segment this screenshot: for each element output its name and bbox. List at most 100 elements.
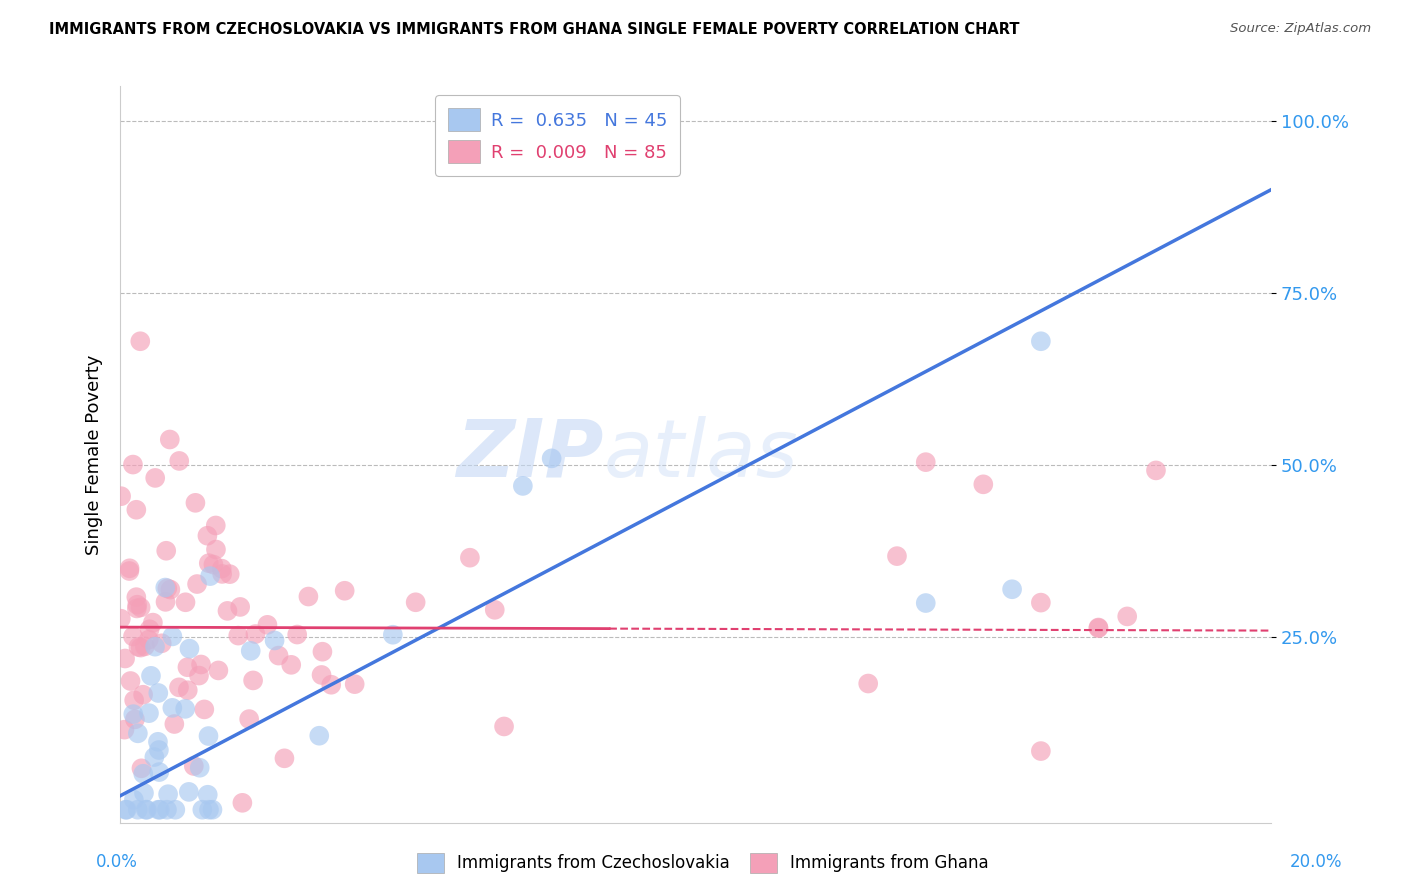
Point [218,567,240,582]
Point [193,702,215,716]
Point [127,803,149,817]
Point [114,803,136,817]
Point [540,451,562,466]
Point [174,595,197,609]
Point [132,766,155,780]
Point [198,803,221,817]
Text: 20.0%: 20.0% [1291,853,1343,871]
Point [333,583,356,598]
Point [256,617,278,632]
Point [211,561,233,575]
Point [1029,596,1052,610]
Point [311,668,333,682]
Point [167,681,190,695]
Point [162,701,184,715]
Point [191,803,214,817]
Point [162,629,184,643]
Point [1029,334,1052,349]
Point [131,761,153,775]
Point [118,564,141,578]
Point [155,595,177,609]
Point [157,787,180,801]
Point [190,657,212,672]
Point [138,622,160,636]
Point [512,479,534,493]
Point [120,673,142,688]
Point [176,660,198,674]
Point [186,577,208,591]
Point [229,599,252,614]
Text: Source: ZipAtlas.com: Source: ZipAtlas.com [1230,22,1371,36]
Point [114,651,136,665]
Point [405,595,427,609]
Point [484,603,506,617]
Point [1087,621,1109,635]
Point [226,629,249,643]
Point [211,566,233,581]
Point [197,556,219,570]
Point [156,582,179,596]
Point [127,726,149,740]
Point [122,629,145,643]
Text: IMMIGRANTS FROM CZECHOSLOVAKIA VS IMMIGRANTS FROM GHANA SINGLE FEMALE POVERTY CO: IMMIGRANTS FROM CZECHOSLOVAKIA VS IMMIGR… [49,22,1019,37]
Point [125,590,148,604]
Point [239,644,262,658]
Point [110,612,132,626]
Point [143,750,166,764]
Point [165,803,187,817]
Point [135,803,157,817]
Point [1001,582,1024,597]
Point [972,477,994,491]
Point [381,628,404,642]
Point [129,334,152,349]
Point [127,598,149,612]
Point [110,489,132,503]
Point [114,723,136,737]
Text: ZIP: ZIP [456,416,603,494]
Point [129,600,152,615]
Point [127,640,149,654]
Point [263,633,285,648]
Point [125,502,148,516]
Legend: R =  0.635   N = 45, R =  0.009   N = 85: R = 0.635 N = 45, R = 0.009 N = 85 [434,95,681,176]
Point [245,627,267,641]
Point [124,712,146,726]
Point [142,615,165,630]
Point [174,702,197,716]
Point [204,518,226,533]
Point [914,455,936,469]
Point [155,543,177,558]
Point [150,636,173,650]
Point [139,669,162,683]
Point [134,640,156,654]
Point [197,529,219,543]
Point [1087,620,1109,634]
Text: 0.0%: 0.0% [96,853,138,871]
Point [202,558,225,572]
Point [197,788,219,802]
Point [177,683,200,698]
Point [143,471,166,485]
Point [273,751,295,765]
Point [184,496,207,510]
Point [132,786,155,800]
Point [321,678,343,692]
Point [197,729,219,743]
Point [122,707,145,722]
Point [138,706,160,721]
Point [159,582,181,597]
Point [148,686,170,700]
Point [159,433,181,447]
Point [167,454,190,468]
Point [163,717,186,731]
Point [207,664,229,678]
Point [231,796,253,810]
Point [156,803,179,817]
Point [115,803,138,817]
Point [205,542,228,557]
Point [129,640,152,655]
Point [146,735,169,749]
Point [280,657,302,672]
Point [198,569,221,583]
Point [179,641,201,656]
